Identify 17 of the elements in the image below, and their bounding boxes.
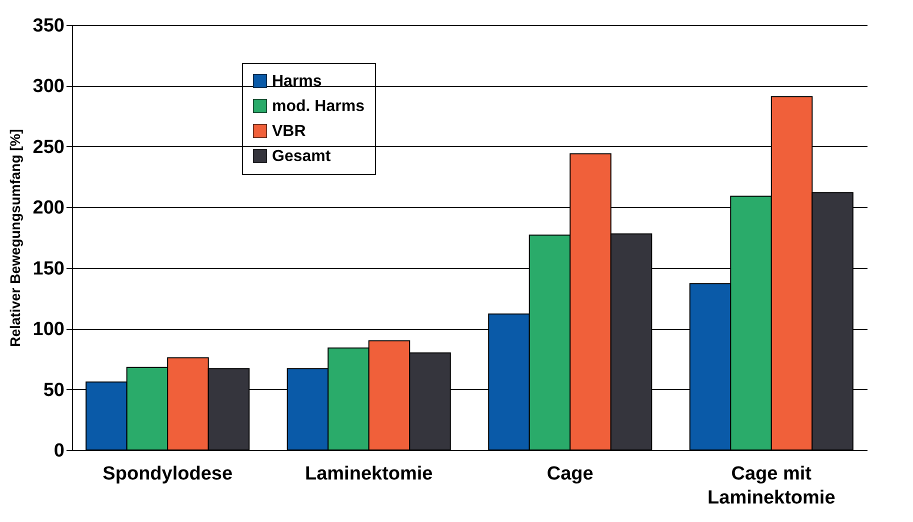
y-tick-label: 50	[43, 380, 64, 401]
y-tick-label: 300	[32, 76, 64, 98]
x-tick-label: Cage mit Laminektomie	[708, 464, 836, 508]
y-tick-label: 0	[54, 440, 64, 462]
legend-label: Gesamt	[272, 148, 332, 165]
legend-label: Harms	[272, 73, 322, 90]
x-tick-label: Cage	[546, 464, 594, 484]
x-tick-label: Spondylodese	[102, 464, 233, 484]
legend-label: mod. Harms	[272, 98, 365, 115]
y-tick-label: 200	[32, 198, 64, 219]
y-tick-label: 350	[32, 16, 64, 36]
y-tick-label: 150	[32, 258, 64, 280]
legend-label: VBR	[272, 123, 306, 140]
y-tick-label: 250	[32, 136, 64, 158]
x-tick-label: Laminektomie	[304, 464, 433, 484]
y-tick-label: 100	[32, 319, 64, 340]
y-axis-title: Relativer Bewegungsumfang [%]	[6, 129, 23, 347]
